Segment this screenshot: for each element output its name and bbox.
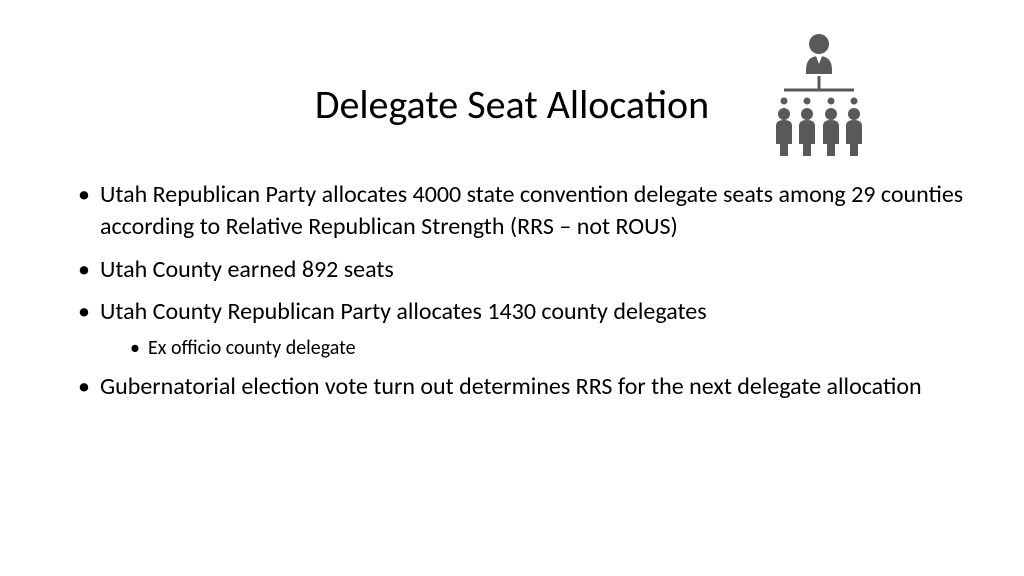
bullet-text: Utah County Republican Party allocates 1…	[100, 297, 707, 326]
sub-bullet-text: Ex officio county delegate	[148, 336, 356, 360]
sub-bullet-item: Ex officio county delegate	[130, 335, 964, 361]
bullet-item: Utah Republican Party allocates 4000 sta…	[78, 179, 964, 244]
bullet-list: Utah Republican Party allocates 4000 sta…	[60, 179, 964, 403]
bullet-item: Utah County Republican Party allocates 1…	[78, 296, 964, 360]
slide-title: Delegate Seat Allocation	[315, 80, 709, 129]
bullet-item: Utah County earned 892 seats	[78, 254, 964, 286]
bullet-text: Utah County earned 892 seats	[100, 255, 394, 284]
slide-container: Delegate Seat Allocation Utah Republican…	[0, 0, 1024, 576]
sub-bullet-list: Ex officio county delegate	[100, 335, 964, 361]
hierarchy-icon	[754, 30, 884, 160]
bullet-text: Utah Republican Party allocates 4000 sta…	[100, 180, 963, 241]
bullet-item: Gubernatorial election vote turn out det…	[78, 371, 964, 403]
bullet-text: Gubernatorial election vote turn out det…	[100, 372, 922, 401]
